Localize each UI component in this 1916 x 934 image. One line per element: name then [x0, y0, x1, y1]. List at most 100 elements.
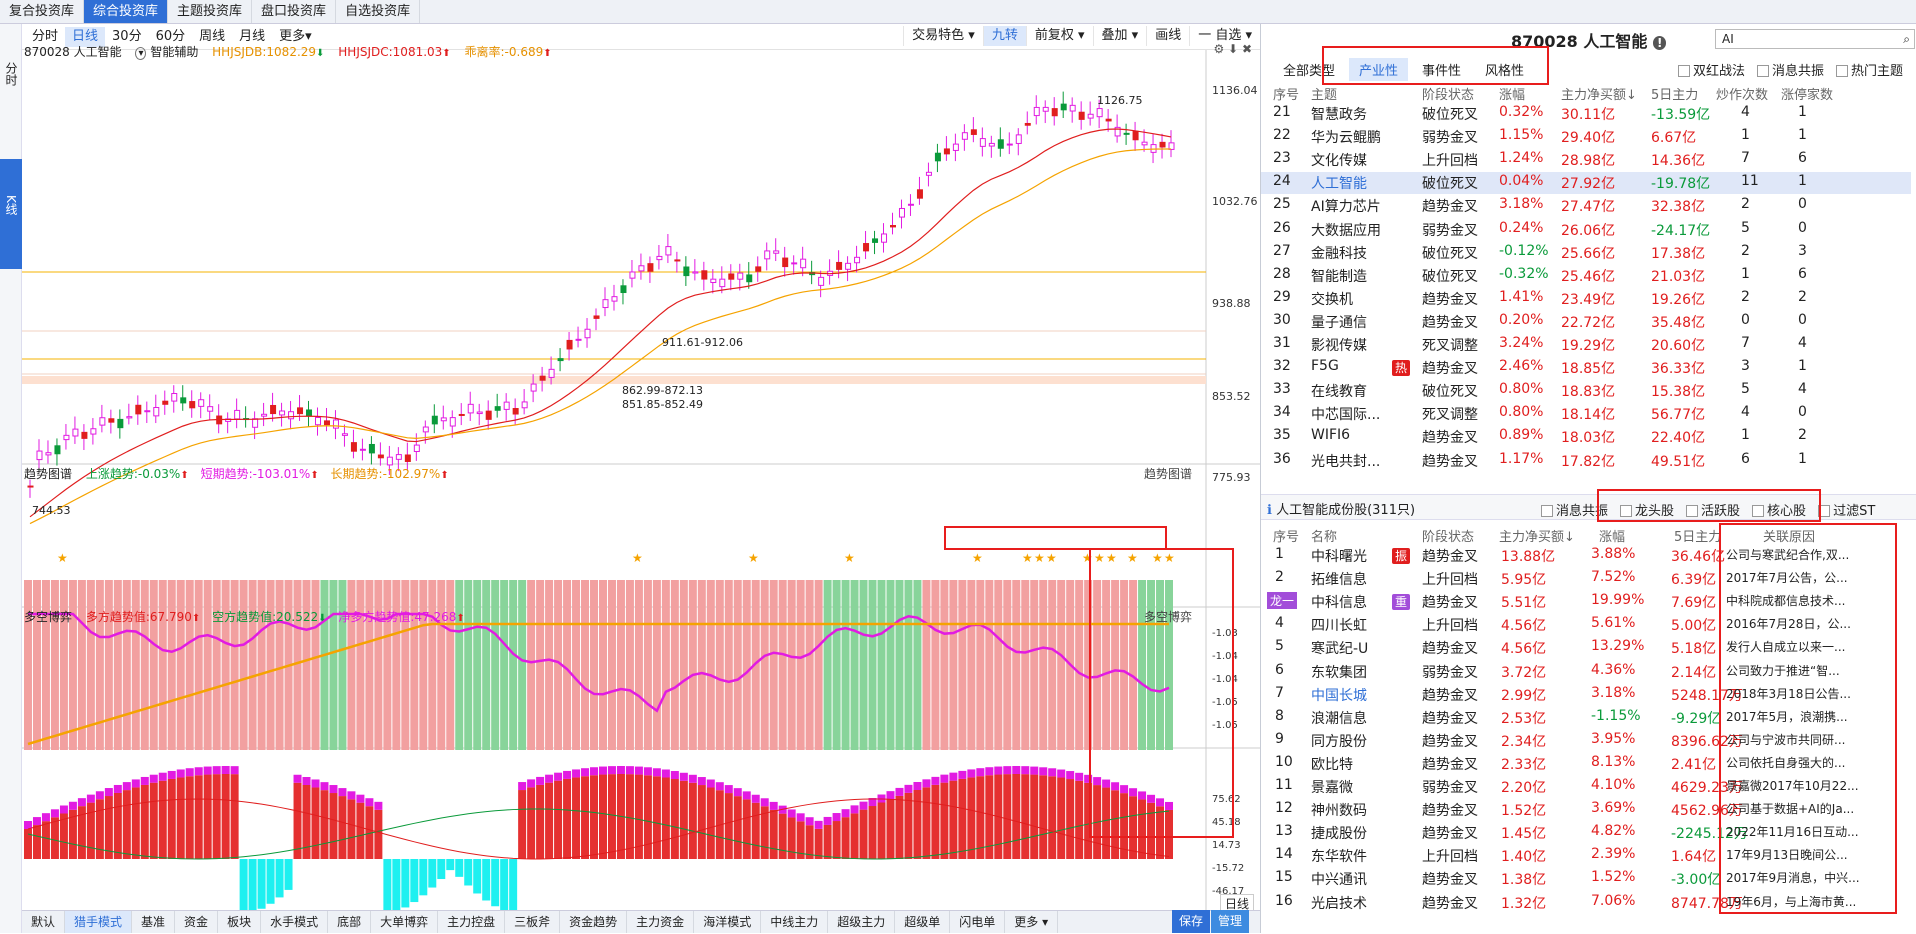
topnav-tab-4[interactable]: 自选投资库 [336, 0, 421, 23]
trend-bar [724, 580, 733, 750]
check-1[interactable]: 消息共振 [1757, 60, 1824, 79]
bottom-tab-3[interactable]: 资金 [175, 911, 219, 933]
filter-tab-1[interactable]: 产业性 [1349, 58, 1409, 81]
toolbar-right-3[interactable]: 叠加 ▾ [1092, 26, 1147, 46]
toolbar-right-1[interactable]: 九转 [982, 26, 1026, 46]
pos-bar [814, 828, 823, 859]
sub-check-0[interactable]: 消息共振 [1541, 500, 1608, 519]
bottom-tab-7[interactable]: 大单博弈 [371, 911, 439, 933]
bottom-tab-4[interactable]: 板块 [218, 911, 262, 933]
theme-col-header[interactable]: 主题 [1311, 88, 1338, 103]
stock-col-header[interactable]: 关联原因 [1763, 530, 1816, 545]
search-input[interactable]: AI ⌕ [1715, 29, 1915, 49]
close-icon[interactable]: ✖ [1241, 42, 1252, 56]
side-tab-kline[interactable]: K线 [0, 159, 22, 269]
pos-cap [329, 785, 338, 794]
stock-cell: 公司与宁波市共同研... [1726, 732, 1846, 747]
period-tab-0[interactable]: 分时 [32, 28, 59, 44]
sub-check-4[interactable]: 过滤ST [1818, 500, 1875, 519]
trend-bar [329, 580, 338, 750]
bottom-tab-6[interactable]: 底部 [328, 911, 372, 933]
theme-col-header[interactable]: 阶段状态 [1422, 88, 1475, 103]
theme-cell: 华为云鲲鹏 [1311, 130, 1381, 147]
theme-col-header[interactable]: 涨停家数 [1781, 88, 1834, 103]
theme-cell: 在线教育 [1311, 384, 1367, 401]
bottom-tab-9[interactable]: 三板斧 [505, 911, 561, 933]
pos-cap [724, 785, 733, 794]
bottom-tab-11[interactable]: 主力资金 [627, 911, 695, 933]
stock-col-header[interactable]: 5日主力 [1674, 530, 1722, 545]
bottom-tab-0[interactable]: 默认 [22, 911, 66, 933]
pos-cap [554, 772, 563, 781]
theme-col-header[interactable]: 序号 [1273, 88, 1300, 103]
bottom-tab-8[interactable]: 主力控盘 [438, 911, 506, 933]
period-tab-5[interactable]: 月线 [239, 28, 266, 44]
side-tab-timeshare[interactable]: 分时 [4, 62, 18, 86]
sub-check-3[interactable]: 核心股 [1752, 500, 1806, 519]
stock-col-header[interactable]: 阶段状态 [1422, 530, 1475, 545]
toolbar-right-4[interactable]: 画线 [1146, 26, 1189, 46]
pos-cap [904, 784, 913, 793]
period-tab-2[interactable]: 30分 [112, 28, 142, 44]
bottom-tab-10[interactable]: 资金趋势 [560, 911, 628, 933]
topnav-tab-0[interactable]: 复合投资库 [0, 0, 85, 23]
candle-body [126, 416, 133, 419]
topnav-tab-2[interactable]: 主题投资库 [168, 0, 253, 23]
pos-bar [805, 825, 814, 859]
pos-bar [661, 777, 670, 859]
period-tab-1[interactable]: 日线 [65, 26, 106, 47]
stock-col-header[interactable]: 涨幅 [1599, 530, 1626, 545]
info-icon[interactable]: ! [1652, 36, 1667, 50]
sub-check-2[interactable]: 活跃股 [1686, 500, 1740, 519]
theme-col-header[interactable]: 涨幅 [1499, 88, 1526, 103]
bottom-tab-2[interactable]: 基准 [132, 911, 176, 933]
trend-bar [877, 580, 886, 750]
candle-body [647, 263, 654, 272]
bottom-tab-17[interactable]: 更多 ▾ [1005, 911, 1059, 933]
toolbar-right-5[interactable]: 一 自选 ▾ [1189, 26, 1260, 46]
star-icon: ★ [1094, 551, 1105, 565]
trend-title-right: 趋势图谱 [1144, 467, 1193, 481]
toolbar-right-0[interactable]: 交易特色 ▾ [903, 26, 983, 46]
theme-cell: 35 [1273, 427, 1291, 444]
topnav-tab-1[interactable]: 综合投资库 [84, 0, 169, 23]
download-icon[interactable]: ⬇ [1228, 42, 1239, 56]
stock-col-header[interactable]: 主力净买额↓ [1499, 530, 1575, 545]
trend-bar [419, 580, 428, 750]
bottom-tab-5[interactable]: 水手模式 [261, 911, 329, 933]
bottom-tab-12[interactable]: 海洋模式 [694, 911, 762, 933]
check-2[interactable]: 热门主题 [1836, 60, 1903, 79]
trend-bar [616, 580, 625, 750]
stock-cell: -1.15% [1591, 707, 1641, 724]
stock-cell: 4.10% [1591, 777, 1636, 793]
bottom-tab-14[interactable]: 超级主力 [828, 911, 896, 933]
filter-tab-3[interactable]: 风格性 [1485, 64, 1525, 79]
bottom-tab-1[interactable]: 猎手模式 [65, 911, 133, 933]
theme-col-header[interactable]: 主力净买额↓ [1561, 88, 1637, 103]
stock-col-header[interactable]: 名称 [1311, 530, 1338, 545]
bottom-right-btn-1[interactable]: 管理 [1211, 910, 1250, 933]
stock-col-header[interactable]: 序号 [1273, 530, 1300, 545]
sub-check-1[interactable]: 龙头股 [1620, 500, 1674, 519]
gear-icon[interactable]: ⚙ [1213, 42, 1225, 56]
assist-toggle[interactable]: ▾ 智能辅助 [135, 45, 198, 60]
period-tab-3[interactable]: 60分 [155, 28, 186, 44]
bottom-right-btn-0[interactable]: 保存 [1172, 910, 1211, 933]
kline-chart[interactable]: 1136.04 1032.76 938.88 853.52 775.93 1126.75 7… [22, 24, 1260, 914]
panel-divider[interactable] [1260, 24, 1261, 933]
stock-cell: 8.13% [1591, 753, 1636, 770]
period-tab-4[interactable]: 周线 [199, 28, 226, 44]
topnav-tab-3[interactable]: 盘口投资库 [252, 0, 337, 23]
bottom-tab-13[interactable]: 中线主力 [761, 911, 829, 933]
theme-col-header[interactable]: 炒作次数 [1716, 88, 1769, 103]
bottom-tab-15[interactable]: 超级单 [895, 911, 951, 933]
filter-tab-2[interactable]: 事件性 [1422, 64, 1462, 79]
stock-cell: 2017年7月公告，公... [1726, 571, 1848, 586]
period-tab-6[interactable]: 更多▾ [279, 28, 312, 44]
stock-cell: 东软集团 [1311, 664, 1367, 681]
highlight-box [1719, 523, 1897, 914]
check-0[interactable]: 双红战法 [1678, 60, 1745, 79]
toolbar-right-2[interactable]: 前复权 ▾ [1025, 26, 1093, 46]
bottom-tab-16[interactable]: 闪电单 [950, 911, 1006, 933]
theme-col-header[interactable]: 5日主力 [1651, 88, 1699, 103]
